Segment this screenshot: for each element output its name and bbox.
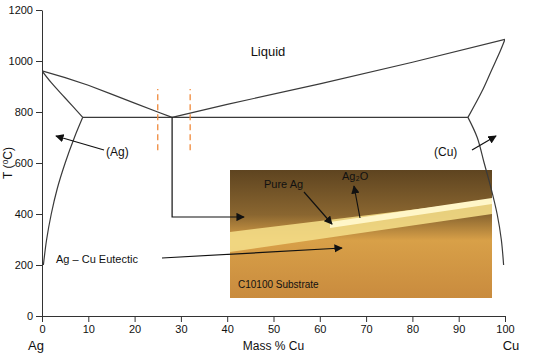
annotation-arrow — [354, 186, 360, 218]
tick: 1000 — [9, 55, 42, 67]
tick-mark — [274, 316, 275, 322]
tick-label: 1000 — [9, 55, 33, 67]
annotation-arrow — [56, 136, 104, 150]
tick-mark — [36, 10, 42, 11]
tick: 30 — [175, 316, 187, 335]
tick-label: 90 — [453, 323, 465, 335]
phase-line — [468, 39, 505, 117]
tick-label: 600 — [15, 157, 33, 169]
tick: 50 — [268, 316, 280, 335]
tick: 0 — [27, 310, 42, 322]
tick: 80 — [407, 316, 419, 335]
phase-line — [172, 39, 505, 117]
tick: 1200 — [9, 4, 42, 16]
tick-mark — [459, 316, 460, 322]
tick-label: 80 — [407, 323, 419, 335]
tick: 600 — [15, 157, 42, 169]
tick-mark — [36, 265, 42, 266]
annotation: Liquid — [251, 44, 286, 59]
tick-label: 0 — [39, 323, 45, 335]
tick-label: 30 — [175, 323, 187, 335]
tick-label: 800 — [15, 106, 33, 118]
tick: 10 — [83, 316, 95, 335]
tick-label: 0 — [27, 310, 33, 322]
annotation: C10100 Substrate — [238, 279, 319, 290]
tick-mark — [36, 214, 42, 215]
plot-area: 0102030405060708090100020040060080010001… — [9, 4, 520, 353]
tick-mark — [366, 316, 367, 322]
inset-image — [230, 170, 492, 298]
inset-background — [230, 170, 492, 298]
x-axis-title: Mass % Cu — [243, 339, 304, 353]
tick: 800 — [15, 106, 42, 118]
tick-mark — [320, 316, 321, 322]
annotations: Liquid (Ag) (Cu) Ag Cu Pure Ag Ag₂O Ag – Cu Eut… — [28, 44, 519, 353]
tick-label: 100 — [496, 323, 514, 335]
annotation: (Ag) — [106, 145, 129, 159]
tick-label: 1200 — [9, 4, 33, 16]
tick: 60 — [314, 316, 326, 335]
tick: 70 — [360, 316, 372, 335]
tick-mark — [505, 316, 506, 322]
y-axis-title: T (⁰C) — [1, 147, 15, 179]
tick-mark — [42, 316, 43, 322]
axis-line — [42, 11, 43, 317]
tick: 20 — [129, 316, 141, 335]
phase-line — [190, 89, 191, 150]
tick-mark — [412, 316, 413, 322]
pointer-arrow — [172, 117, 244, 217]
annotation: Ag₂O — [342, 170, 369, 182]
tick-label: 20 — [129, 323, 141, 335]
tick: 400 — [15, 208, 42, 220]
annotation: Ag – Cu Eutectic — [56, 253, 138, 265]
tick: 40 — [222, 316, 234, 335]
phase-line — [157, 89, 158, 150]
tick-label: 50 — [268, 323, 280, 335]
annotation-arrow — [162, 248, 342, 258]
phase-line — [43, 117, 82, 265]
annotation: Pure Ag — [264, 178, 303, 190]
tick-mark — [227, 316, 228, 322]
x-axis: 0 10 20 30 40 50 60 70 80 90 100 — [39, 316, 514, 335]
phase-line — [468, 117, 504, 265]
tick: 100 — [496, 316, 514, 335]
chart: 0102030405060708090100020040060080010001… — [0, 0, 541, 356]
annotation: Cu — [503, 338, 520, 353]
tick-mark — [88, 316, 89, 322]
tick-label: 70 — [360, 323, 372, 335]
tick-label: 40 — [222, 323, 234, 335]
annotation-arrow — [304, 192, 332, 224]
tick-mark — [36, 112, 42, 113]
tick-label: 60 — [314, 323, 326, 335]
annotation: Ag — [28, 338, 44, 353]
series-group — [42, 39, 505, 265]
tick-mark — [36, 163, 42, 164]
tick-label: 10 — [83, 323, 95, 335]
tick: 0 — [39, 316, 45, 335]
tick-mark — [135, 316, 136, 322]
inset-layer — [330, 198, 492, 228]
tick: 90 — [453, 316, 465, 335]
tick-label: 200 — [15, 259, 33, 271]
phase-line — [42, 71, 83, 117]
tick: 200 — [15, 259, 42, 271]
phase-line — [83, 117, 468, 118]
tick-mark — [36, 61, 42, 62]
annotation: (Cu) — [434, 145, 457, 159]
tick-mark — [181, 316, 182, 322]
tick-mark — [36, 316, 42, 317]
tick-label: 400 — [15, 208, 33, 220]
annotation-arrow — [472, 136, 496, 150]
phase-line — [42, 71, 172, 117]
